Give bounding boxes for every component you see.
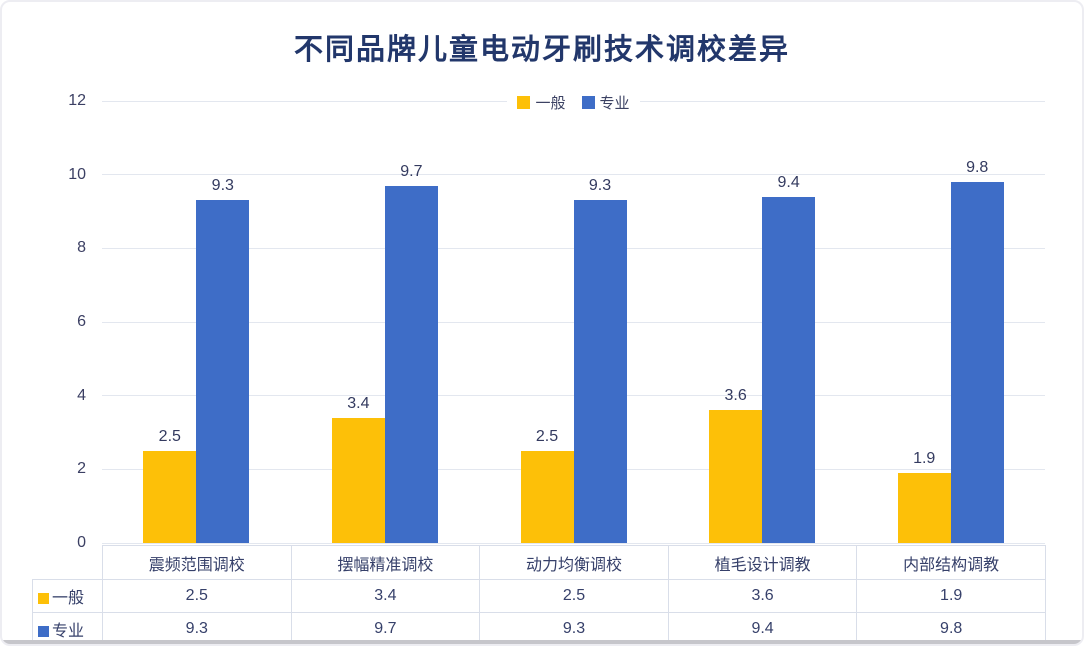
- table-corner-cell: [33, 546, 103, 580]
- legend-inner: 一般 专业: [507, 90, 640, 115]
- table-category-header-1: 摆幅精准调校: [290, 545, 481, 580]
- table-value-series0-cat0: 2.5: [102, 579, 292, 613]
- table-category-header-2: 动力均衡调校: [479, 545, 669, 580]
- bar-series0-cat3: [709, 410, 763, 543]
- table-value-series1-cat2: 9.3: [479, 612, 669, 644]
- table-category-header-0: 震频范围调校: [102, 545, 292, 580]
- bar-value-label-series1-cat0: 9.3: [211, 177, 234, 195]
- bar-series0-cat0: [143, 450, 197, 543]
- table-category-header-4: 内部结构调教: [856, 545, 1046, 580]
- table-row-label-1: 专业: [32, 612, 103, 644]
- table-series-row-0: 一般 2.5 3.4 2.5 3.6 1.9: [32, 579, 1046, 613]
- y-tick-label-2: 2: [77, 460, 86, 478]
- y-axis: 0 2 4 6 8 10 12: [2, 92, 86, 571]
- table-value-series0-cat1: 3.4: [290, 579, 481, 613]
- y-tick-label-6: 6: [77, 313, 86, 330]
- bar-value-label-series0-cat0: 2.5: [158, 427, 181, 445]
- legend: 一般 专业: [102, 90, 1045, 115]
- bar-series1-cat4: [950, 182, 1004, 543]
- gridline-10: [102, 174, 1045, 176]
- y-tick-label-12: 12: [68, 92, 86, 109]
- table-row-label-text-0: 一般: [52, 590, 85, 607]
- y-tick-label-10: 10: [68, 165, 86, 183]
- bar-value-label-series1-cat3: 9.4: [777, 173, 800, 191]
- legend-swatch-professional: [581, 96, 595, 109]
- card-bottom-edge: [2, 640, 1082, 644]
- bar-series1-cat2: [573, 200, 627, 543]
- bar-value-label-series0-cat4: 1.9: [913, 450, 936, 468]
- table-header-row: 震频范围调校 摆幅精准调校 动力均衡调校 植毛设计调教 内部结构调教: [33, 545, 1046, 580]
- legend-item-general: 一般: [517, 92, 566, 113]
- table-key-swatch-1: [38, 626, 49, 637]
- table-value-series0-cat2: 2.5: [479, 579, 669, 613]
- legend-label-professional: 专业: [599, 95, 630, 112]
- y-tick-label-4: 4: [77, 386, 86, 404]
- bar-series0-cat2: [520, 450, 574, 543]
- table-row-label-text-1: 专业: [52, 623, 85, 640]
- bar-value-label-series0-cat3: 3.6: [724, 387, 747, 405]
- table-row-label-0: 一般: [32, 579, 103, 613]
- bar-series1-cat1: [384, 185, 438, 543]
- bar-value-label-series0-cat2: 2.5: [535, 427, 559, 445]
- table-value-series0-cat3: 3.6: [667, 579, 858, 613]
- bar-value-label-series1-cat4: 9.8: [966, 159, 989, 177]
- bar-series1-cat3: [762, 196, 816, 543]
- table-series-row-1: 专业 9.3 9.7 9.3 9.4 9.8: [32, 612, 1046, 644]
- bar-value-label-series0-cat1: 3.4: [347, 394, 370, 412]
- data-table: 震频范围调校 摆幅精准调校 动力均衡调校 植毛设计调教 内部结构调教一般 2.5 3.4 2.…: [32, 545, 1046, 644]
- legend-label-general: 一般: [535, 95, 566, 112]
- table-key-swatch-0: [38, 593, 49, 604]
- bar-series1-cat0: [196, 200, 250, 543]
- table-value-series1-cat4: 9.8: [856, 612, 1046, 644]
- legend-swatch-general: [517, 96, 531, 109]
- legend-item-professional: 专业: [581, 92, 630, 113]
- table-value-series0-cat4: 1.9: [856, 579, 1046, 613]
- table-value-series1-cat3: 9.4: [667, 612, 858, 644]
- table-value-series1-cat0: 9.3: [102, 612, 292, 644]
- bar-value-label-series1-cat2: 9.3: [588, 177, 612, 195]
- table-category-header-3: 植毛设计调教: [667, 545, 858, 580]
- bar-series0-cat4: [897, 473, 951, 543]
- y-tick-label-8: 8: [77, 239, 86, 257]
- plot-area: 2.5 9.3 3.4 9.7 2.5 9.3 3.6 9.4 1.9 9.8: [102, 100, 1045, 544]
- gridline-0: [102, 542, 1045, 544]
- y-tick-label-0: 0: [77, 534, 86, 551]
- bar-value-label-series1-cat1: 9.7: [400, 162, 423, 180]
- bar-series0-cat1: [331, 417, 385, 543]
- chart-title: 不同品牌儿童电动牙刷技术调校差异: [293, 34, 790, 66]
